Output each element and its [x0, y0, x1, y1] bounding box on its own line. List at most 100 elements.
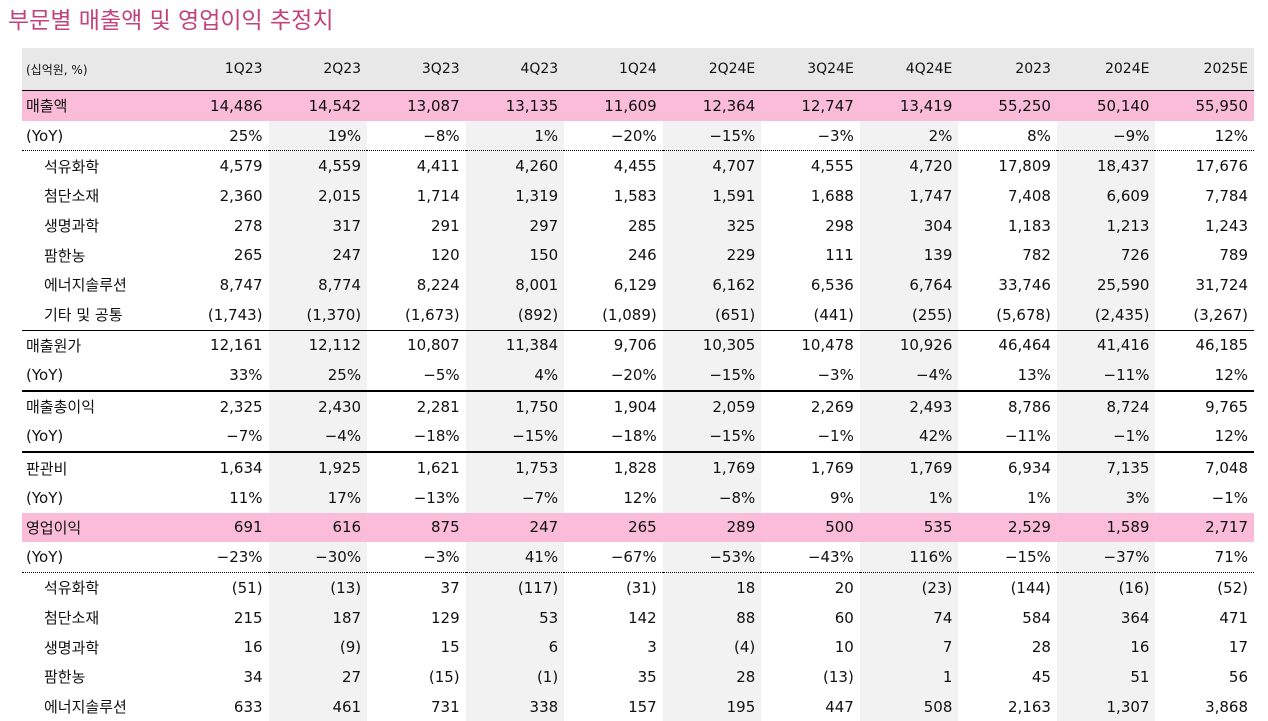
financial-table: (십억원, %) 1Q23 2Q23 3Q23 4Q23 1Q24 2Q24E … — [22, 48, 1254, 721]
table-cell: 116% — [860, 542, 959, 572]
table-cell: 304 — [860, 211, 959, 241]
table-cell: 14,486 — [170, 91, 269, 121]
table-cell: 37 — [367, 573, 466, 603]
table-cell: 2,269 — [761, 391, 860, 422]
table-cell: 46,185 — [1155, 330, 1254, 360]
table-cell: 60 — [761, 603, 860, 633]
table-cell: 15 — [367, 632, 466, 662]
table-cell: 129 — [367, 603, 466, 633]
table-cell: 18,437 — [1057, 151, 1156, 181]
table-cell: (3,267) — [1155, 300, 1254, 330]
table-cell: 633 — [170, 692, 269, 721]
table-cell: (52) — [1155, 573, 1254, 603]
table-cell: 35 — [564, 662, 663, 692]
table-cell: 1,769 — [761, 452, 860, 483]
row-label: (YoY) — [22, 360, 170, 391]
table-cell: (144) — [958, 573, 1057, 603]
table-cell: −3% — [761, 121, 860, 151]
table-cell: 6 — [466, 632, 565, 662]
table-row: (YoY)33%25%−5%4%−20%−15%−3%−4%13%−11%12% — [22, 360, 1254, 391]
table-cell: 6,129 — [564, 270, 663, 300]
table-cell: 12,112 — [269, 330, 368, 360]
table-cell: 1,243 — [1155, 211, 1254, 241]
table-cell: 195 — [663, 692, 762, 721]
table-cell: 41% — [466, 542, 565, 572]
table-cell: −20% — [564, 360, 663, 391]
table-cell: 229 — [663, 240, 762, 270]
table-cell: 8,774 — [269, 270, 368, 300]
table-cell: 74 — [860, 603, 959, 633]
table-cell: 4,579 — [170, 151, 269, 181]
table-cell: 291 — [367, 211, 466, 241]
table-cell: 2,360 — [170, 181, 269, 211]
table-cell: 2,717 — [1155, 513, 1254, 543]
table-cell: 1,769 — [860, 452, 959, 483]
table-cell: 11% — [170, 483, 269, 513]
table-cell: (5,678) — [958, 300, 1057, 330]
table-cell: 1,714 — [367, 181, 466, 211]
table-row: (YoY)−7%−4%−18%−15%−18%−15%−1%42%−11%−1%… — [22, 422, 1254, 453]
table-cell: (15) — [367, 662, 466, 692]
table-cell: 3,868 — [1155, 692, 1254, 721]
table-cell: 9,706 — [564, 330, 663, 360]
table-cell: 55,950 — [1155, 91, 1254, 121]
table-cell: (9) — [269, 632, 368, 662]
table-cell: 33,746 — [958, 270, 1057, 300]
table-cell: (892) — [466, 300, 565, 330]
table-cell: 278 — [170, 211, 269, 241]
table-cell: 17,809 — [958, 151, 1057, 181]
table-cell: 2% — [860, 121, 959, 151]
column-header: 3Q23 — [367, 48, 466, 91]
table-cell: 2,430 — [269, 391, 368, 422]
table-cell: (16) — [1057, 573, 1156, 603]
table-cell: 55,250 — [958, 91, 1057, 121]
row-label: 영업이익 — [22, 513, 170, 543]
table-cell: 246 — [564, 240, 663, 270]
table-cell: −30% — [269, 542, 368, 572]
table-cell: 726 — [1057, 240, 1156, 270]
table-cell: 1,750 — [466, 391, 565, 422]
row-label: 생명과학 — [22, 211, 170, 241]
table-cell: 8% — [958, 121, 1057, 151]
table-cell: 7 — [860, 632, 959, 662]
table-cell: 782 — [958, 240, 1057, 270]
table-cell: (23) — [860, 573, 959, 603]
column-header: 2025E — [1155, 48, 1254, 91]
table-cell: 731 — [367, 692, 466, 721]
table-cell: 298 — [761, 211, 860, 241]
row-label: 석유화학 — [22, 151, 170, 181]
table-cell: 71% — [1155, 542, 1254, 572]
column-header: 4Q24E — [860, 48, 959, 91]
page-title: 부문별 매출액 및 영업이익 추정치 — [8, 4, 333, 38]
table-cell: 447 — [761, 692, 860, 721]
row-label: 판관비 — [22, 452, 170, 483]
table-cell: 1% — [860, 483, 959, 513]
table-cell: (441) — [761, 300, 860, 330]
table-cell: 1,634 — [170, 452, 269, 483]
table-cell: (1,089) — [564, 300, 663, 330]
table-cell: 34 — [170, 662, 269, 692]
table-cell: 6,609 — [1057, 181, 1156, 211]
table-cell: 8,747 — [170, 270, 269, 300]
table-cell: −67% — [564, 542, 663, 572]
table-cell: 265 — [564, 513, 663, 543]
row-label: 팜한농 — [22, 662, 170, 692]
table-cell: 17% — [269, 483, 368, 513]
table-cell: 16 — [170, 632, 269, 662]
table-cell: 42% — [860, 422, 959, 453]
table-cell: 461 — [269, 692, 368, 721]
table-cell: 1,591 — [663, 181, 762, 211]
table-cell: (1,743) — [170, 300, 269, 330]
table-cell: −7% — [170, 422, 269, 453]
table-cell: 1,621 — [367, 452, 466, 483]
table-cell: 4,411 — [367, 151, 466, 181]
table-cell: 41,416 — [1057, 330, 1156, 360]
table-cell: 2,059 — [663, 391, 762, 422]
row-label: 첨단소재 — [22, 603, 170, 633]
table-cell: (1,370) — [269, 300, 368, 330]
row-label: 에너지솔루션 — [22, 270, 170, 300]
table-cell: 142 — [564, 603, 663, 633]
